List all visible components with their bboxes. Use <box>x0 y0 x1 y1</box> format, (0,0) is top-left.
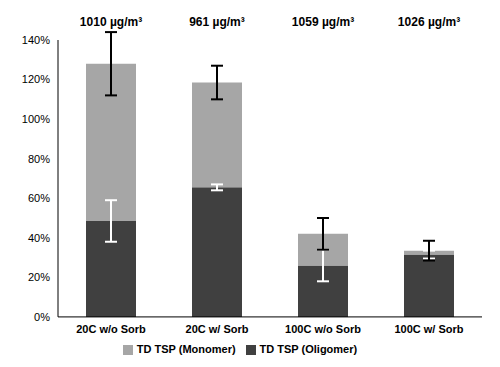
svg-text:1026 µg/m³: 1026 µg/m³ <box>398 15 460 29</box>
svg-text:1010 µg/m³: 1010 µg/m³ <box>80 15 142 29</box>
svg-text:100C w/ Sorb: 100C w/ Sorb <box>394 323 463 335</box>
html-text:TD TSP (Monomer): TD TSP (Monomer) <box>136 342 236 355</box>
svg-text:100C w/o Sorb: 100C w/o Sorb <box>285 323 361 335</box>
svg-text:20C w/o Sorb: 20C w/o Sorb <box>76 323 146 335</box>
svg-text:80%: 80% <box>28 153 50 165</box>
svg-text:1059 µg/m³: 1059 µg/m³ <box>292 15 354 29</box>
svg-text:20%: 20% <box>28 271 50 283</box>
svg-text:961 µg/m³: 961 µg/m³ <box>189 15 245 29</box>
svg-text:20C w/ Sorb: 20C w/ Sorb <box>186 323 249 335</box>
html-text:TD TSP (Oligomer): TD TSP (Oligomer) <box>259 342 358 355</box>
svg-text:0%: 0% <box>34 311 50 323</box>
svg-text:40%: 40% <box>28 232 50 244</box>
svg-text:140%: 140% <box>22 34 50 46</box>
svg-text:60%: 60% <box>28 192 50 204</box>
svg-text:120%: 120% <box>22 73 50 85</box>
svg-text:100%: 100% <box>22 113 50 125</box>
